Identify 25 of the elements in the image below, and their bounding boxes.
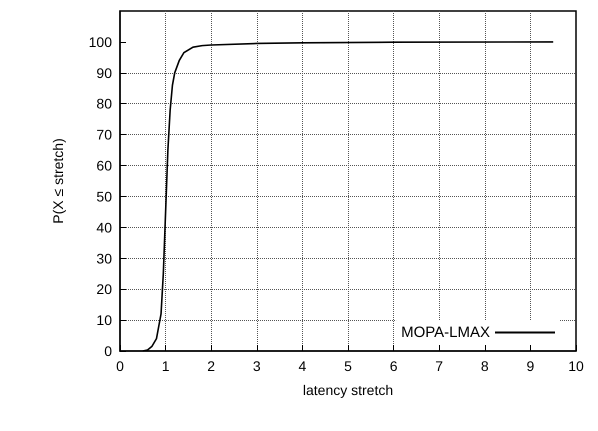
x-tick-label: 1 <box>162 358 170 374</box>
x-tick-label: 5 <box>344 358 352 374</box>
x-axis-title: latency stretch <box>302 382 394 398</box>
x-tick-label: 6 <box>390 358 398 374</box>
x-tick-label: 4 <box>298 358 306 374</box>
x-tick-label: 0 <box>116 358 124 374</box>
y-tick-label: 50 <box>96 188 112 204</box>
legend-label: MOPA-LMAX <box>401 324 490 341</box>
x-tick-label: 10 <box>568 358 584 374</box>
x-tick-label: 7 <box>435 358 444 374</box>
y-tick-label: 70 <box>96 126 112 143</box>
y-tick-label: 20 <box>96 281 112 298</box>
y-axis-title: P(X ≤ stretch) <box>50 138 66 224</box>
y-tick-label: 100 <box>88 34 112 50</box>
x-tick-label: 2 <box>207 358 216 374</box>
y-tick-label: 30 <box>96 250 112 266</box>
y-tick-label: 80 <box>96 96 112 112</box>
x-tick-label: 3 <box>252 358 261 374</box>
y-tick-label: 90 <box>96 64 112 81</box>
y-tick-label: 60 <box>96 158 112 174</box>
y-tick-label: 0 <box>104 343 112 359</box>
x-tick-label: 9 <box>526 358 534 374</box>
y-tick-label: 10 <box>96 312 112 328</box>
x-tick-label: 8 <box>480 358 489 374</box>
y-tick-label: 40 <box>96 219 112 236</box>
